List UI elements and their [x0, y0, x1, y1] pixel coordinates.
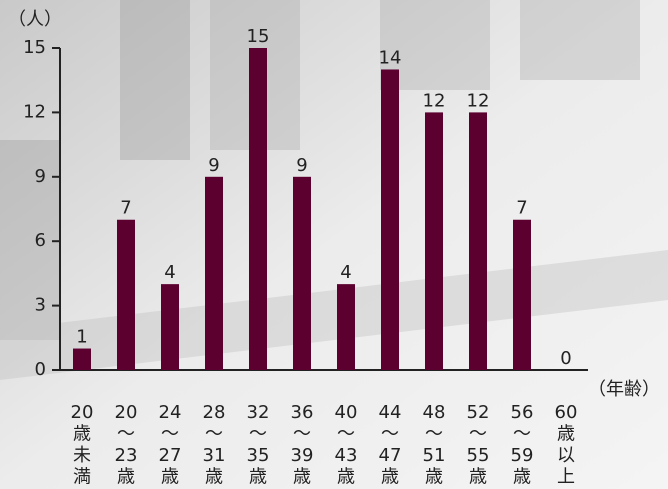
- x-tick-label: 32 〜 35 歳: [247, 402, 270, 488]
- value-label: 4: [164, 262, 175, 283]
- x-tick-label: 36 〜 39 歳: [291, 402, 314, 488]
- bar: [425, 112, 443, 371]
- value-label: 14: [379, 47, 402, 68]
- x-axis-label: （年齢）: [588, 379, 660, 400]
- value-label: 15: [247, 26, 270, 47]
- x-tick-label: 56 〜 59 歳: [511, 402, 534, 488]
- bar: [205, 176, 223, 370]
- value-label: 12: [423, 90, 446, 111]
- x-tick-label: 28 〜 31 歳: [203, 402, 226, 488]
- bar: [513, 219, 531, 370]
- x-tick-label: 44 〜 47 歳: [379, 402, 402, 488]
- y-tick-label: 12: [23, 101, 46, 122]
- value-label: 9: [296, 155, 307, 176]
- x-tick-label: 60 歳以上: [555, 402, 578, 488]
- y-tick-label: 15: [23, 37, 46, 58]
- bar: [249, 48, 267, 370]
- x-tick-label: 52 〜 55 歳: [467, 402, 490, 488]
- bar: [381, 69, 399, 370]
- y-tick-label: 3: [35, 295, 46, 316]
- bar: [293, 176, 311, 370]
- x-tick-label: 24 〜 27 歳: [159, 402, 182, 488]
- y-tick-label: 9: [35, 166, 46, 187]
- value-label: 4: [340, 262, 351, 283]
- bar: [469, 112, 487, 371]
- x-tick-label: 48 〜 51 歳: [423, 402, 446, 488]
- value-label: 9: [208, 155, 219, 176]
- y-tick-label: 0: [35, 359, 46, 380]
- value-label: 7: [516, 198, 527, 219]
- value-label: 1: [76, 327, 87, 348]
- x-tick-label: 20 歳未満: [71, 402, 94, 488]
- value-label: 12: [467, 90, 490, 111]
- value-label: 0: [560, 348, 571, 369]
- bar: [117, 219, 135, 370]
- x-tick-label: 40 〜 43 歳: [335, 402, 358, 488]
- value-label: 7: [120, 198, 131, 219]
- bar: [161, 284, 179, 370]
- bar: [337, 284, 355, 370]
- bar: [73, 348, 91, 370]
- y-axis-label: （人）: [8, 9, 62, 30]
- x-tick-label: 20 〜 23 歳: [115, 402, 138, 488]
- y-tick-label: 6: [35, 230, 46, 251]
